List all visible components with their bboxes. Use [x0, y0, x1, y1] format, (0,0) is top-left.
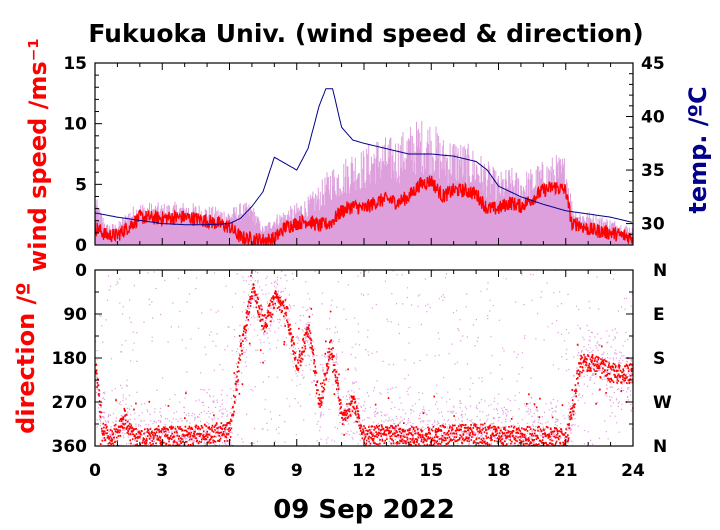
x-tick-label: 15: [419, 461, 443, 481]
chart-title: Fukuoka Univ. (wind speed & direction): [88, 19, 643, 48]
x-tick-label: 18: [487, 461, 511, 481]
bottom-panel: 0 3 6 9 12 15 18 21 24 0 N 90 E 180 S 270 W 360 N directio…: [12, 261, 672, 481]
wind-speed-axis-label: wind speed /ms⁻¹: [24, 38, 52, 272]
direction-y-tick-label: 180: [52, 349, 88, 369]
speed-y-tick-label: 15: [63, 54, 87, 74]
direction-y-tick-label: 90: [63, 305, 87, 325]
top-panel: 0 5 10 15 30 35 40 45 wind speed /ms⁻¹ temp. /º…: [24, 38, 712, 272]
mean-speed-series: [95, 175, 633, 245]
temp-y-tick-label: 35: [641, 161, 665, 181]
x-tick-label: 21: [554, 461, 578, 481]
temperature-axis-label: temp. /ºC: [684, 86, 712, 213]
direction-y-tick-label: 270: [52, 393, 88, 413]
temp-y-tick-label: 45: [641, 54, 665, 74]
direction-y-tick-label: 360: [52, 437, 88, 457]
x-tick-label: 9: [291, 461, 303, 481]
speed-y-tick-label: 0: [75, 236, 87, 256]
direction-axis-label: direction /º: [12, 282, 40, 434]
compass-tick-label: S: [653, 349, 665, 369]
date-label: 09 Sep 2022: [273, 495, 455, 525]
compass-tick-label: W: [653, 393, 672, 413]
speed-y-tick-label: 5: [75, 175, 87, 195]
compass-tick-label: E: [653, 305, 665, 325]
instant-direction-series: [95, 270, 633, 446]
direction-y-tick-label: 0: [75, 261, 87, 281]
mean-direction-series: [95, 270, 633, 446]
x-tick-label: 24: [621, 461, 645, 481]
x-tick-label: 12: [352, 461, 376, 481]
x-tick-label: 6: [224, 461, 236, 481]
compass-tick-label: N: [653, 437, 667, 457]
speed-y-tick-label: 10: [63, 115, 87, 135]
x-tick-label: 3: [156, 461, 168, 481]
temp-y-tick-label: 40: [641, 108, 665, 128]
x-tick-label: 0: [89, 461, 101, 481]
temp-y-tick-label: 30: [641, 215, 665, 235]
compass-tick-label: N: [653, 261, 667, 281]
temperature-series: [95, 88, 633, 226]
